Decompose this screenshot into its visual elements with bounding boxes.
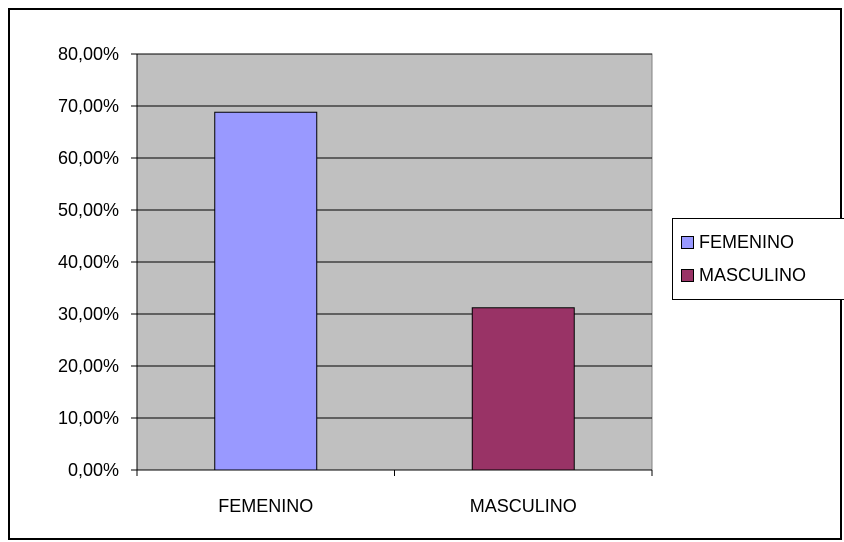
legend-label-masculino: MASCULINO — [699, 264, 807, 285]
bar-femenino — [214, 111, 318, 471]
bars — [214, 111, 575, 471]
y-tick-label: 80,00% — [58, 44, 119, 64]
x-axis: FEMENINO MASCULINO — [136, 469, 653, 516]
y-tick-label: 40,00% — [58, 252, 119, 272]
legend-item-masculino: MASCULINO — [681, 264, 806, 286]
y-tick-label: 30,00% — [58, 304, 119, 324]
y-tick-label: 10,00% — [58, 408, 119, 428]
legend-swatch-femenino — [681, 235, 694, 249]
y-tick-label: 70,00% — [58, 96, 119, 116]
x-tick-label: FEMENINO — [218, 496, 313, 516]
legend-item-femenino: FEMENINO — [681, 231, 794, 253]
y-tick-label: 60,00% — [58, 148, 119, 168]
y-tick-label: 0,00% — [68, 460, 119, 480]
legend-swatch-masculino — [681, 268, 694, 282]
legend: FEMENINO MASCULINO — [672, 218, 844, 300]
y-axis: 0,00% 10,00% 20,00% 30,00% 40,00% 50,00% 60,00… — [58, 44, 138, 480]
legend-label-femenino: FEMENINO — [699, 231, 795, 252]
x-tick-label: MASCULINO — [470, 496, 577, 516]
bar-masculino — [471, 307, 575, 471]
y-tick-label: 50,00% — [58, 200, 119, 220]
y-tick-label: 20,00% — [58, 356, 119, 376]
